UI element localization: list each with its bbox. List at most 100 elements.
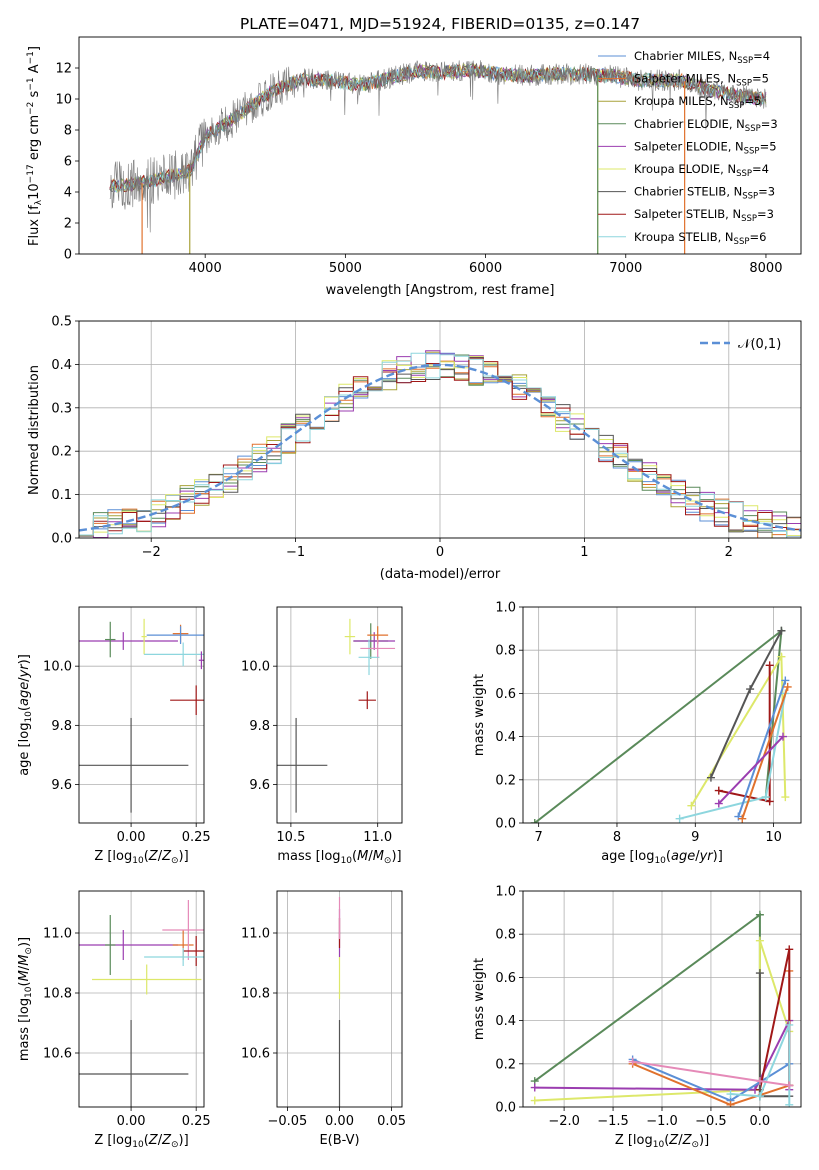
weight-marker [781, 676, 790, 685]
y-tick-label: 4 [64, 186, 72, 201]
model-line [109, 63, 767, 192]
plot-area [79, 607, 204, 823]
y-tick-label: 10.6 [43, 1047, 72, 1062]
y-tick-label: 0.4 [495, 730, 516, 745]
weight-marker [777, 626, 786, 635]
y-axis-label: age [log10(age/yr)] [17, 654, 34, 776]
weight-marker [738, 814, 747, 823]
weight-marker [783, 682, 792, 691]
legend-entry: 𝒩(0,1) [738, 337, 781, 352]
weight-line [737, 680, 787, 817]
weight-marker [778, 732, 787, 741]
x-axis-label: Z [log10(Z/Z⊙)] [615, 1133, 709, 1150]
y-tick-label: 0.2 [495, 773, 516, 788]
x-tick-label: 0 [436, 545, 444, 560]
y-tick-label: 9.6 [51, 778, 72, 793]
y-tick-label: 9.8 [249, 719, 270, 734]
x-axis-label: age [log10(age/yr)] [601, 849, 723, 866]
weight-marker [761, 793, 770, 802]
x-tick-label: 0.25 [182, 1114, 211, 1129]
x-tick-label: 4000 [189, 261, 222, 276]
y-tick-label: 12 [55, 62, 72, 77]
panel-spectrum: 4000 5000 6000 7000 8000 0 2 4 6 8 10 12 wavelength … [26, 36, 802, 298]
plot-area [523, 891, 801, 1107]
x-tick-label: −1 [286, 545, 305, 560]
x-tick-label: 7 [535, 830, 543, 845]
panel-EBV-mass: −0.05 0.00 0.05 10.6 10.8 11.0 E(B-V) [241, 890, 406, 1148]
y-tick-label: 10.8 [43, 987, 72, 1002]
x-tick-label: 8000 [749, 261, 782, 276]
weight-marker [785, 1020, 794, 1029]
x-axis-label: (data-model)/error [380, 567, 501, 582]
y-tick-label: 9.6 [249, 778, 270, 793]
x-tick-label: 0.25 [182, 830, 211, 845]
x-tick-label: −1.0 [646, 1114, 678, 1129]
plot-area [277, 607, 402, 823]
x-tick-label: 1 [580, 545, 588, 560]
x-tick-label: 9 [691, 830, 699, 845]
weight-marker [687, 801, 696, 810]
plot-area [79, 891, 204, 1107]
weight-marker [777, 652, 786, 661]
legend-entry: Salpeter STELIB, NSSP=3 [634, 207, 774, 224]
y-tick-label: 0.4 [495, 1014, 516, 1029]
y-tick-label: 10.0 [241, 660, 270, 675]
y-tick-label: 0.5 [51, 315, 72, 330]
weight-marker [755, 910, 764, 919]
x-tick-label: 7000 [609, 261, 642, 276]
y-tick-label: 8 [64, 124, 72, 139]
histogram-step [79, 350, 801, 538]
weight-marker [765, 797, 774, 806]
plot-area [79, 321, 801, 538]
weight-marker [785, 945, 794, 954]
legend-entry: Chabrier ELODIE, NSSP=3 [634, 117, 778, 134]
y-tick-label: 6 [64, 155, 72, 170]
axes-frame [78, 890, 205, 1108]
y-axis-label: mass [log10(M/M⊙)] [17, 937, 34, 1061]
panel-residuals: −2 −1 0 1 2 0.0 0.1 0.2 0.3 0.4 0.5 (data-model)/er… [27, 315, 802, 582]
weight-marker [781, 793, 790, 802]
y-axis-label: Normed distribution [27, 365, 42, 495]
legend-entry: Chabrier MILES, NSSP=4 [634, 49, 770, 66]
panel-Z-age: 0.00 0.25 9.6 9.8 10.0 Z [log10(Z/Z⊙)] age [lo… [17, 606, 211, 866]
x-tick-label: 0.00 [325, 1114, 354, 1129]
weight-marker [530, 1096, 539, 1105]
x-tick-label: 10.5 [276, 830, 305, 845]
axes-frame [78, 606, 205, 824]
y-tick-label: 1.0 [495, 885, 516, 900]
x-tick-label: 11.0 [363, 830, 392, 845]
weight-marker [530, 1083, 539, 1092]
y-tick-label: 10 [55, 93, 72, 108]
weight-marker [675, 814, 684, 823]
axes-frame [522, 890, 802, 1108]
panels-layer: 4000 5000 6000 7000 8000024681012wavelength … [17, 36, 802, 1150]
x-tick-label: 0.00 [117, 830, 146, 845]
legend-entry: Chabrier STELIB, NSSP=3 [634, 185, 775, 202]
y-axis-label: Flux [fλ10−17 erg cm−2 s−1 A−1] [26, 46, 44, 246]
x-axis-label: wavelength [Angstrom, rest frame] [326, 283, 555, 298]
weight-marker [714, 799, 723, 808]
x-tick-label: −0.05 [267, 1114, 307, 1129]
x-tick-label: 2 [725, 545, 733, 560]
weight-line [741, 686, 789, 820]
x-tick-label: 0.00 [117, 1114, 146, 1129]
legend-entry: Salpeter ELODIE, NSSP=5 [634, 139, 777, 156]
y-tick-label: 10.8 [241, 987, 270, 1002]
y-tick-label: 10.6 [241, 1047, 270, 1062]
y-tick-label: 11.0 [241, 927, 270, 942]
y-tick-label: 0.0 [495, 817, 516, 832]
y-tick-label: 0.0 [51, 532, 72, 547]
weight-line [718, 665, 771, 803]
y-tick-label: 0.8 [495, 644, 516, 659]
y-tick-label: 0.6 [495, 687, 516, 702]
y-tick-label: 10.0 [43, 660, 72, 675]
y-tick-label: 0.3 [51, 401, 72, 416]
legend-entry: Kroupa ELODIE, NSSP=4 [634, 162, 769, 179]
plot-area [523, 607, 801, 823]
y-tick-label: 0.8 [495, 928, 516, 943]
weight-marker [714, 786, 723, 795]
axes-frame [78, 36, 802, 255]
x-axis-label: E(B-V) [319, 1133, 359, 1148]
weight-marker [706, 773, 715, 782]
panel-mass-age: 10.5 11.0 9.6 9.8 10.0 mass [log10(M/M⊙)] [241, 606, 403, 866]
